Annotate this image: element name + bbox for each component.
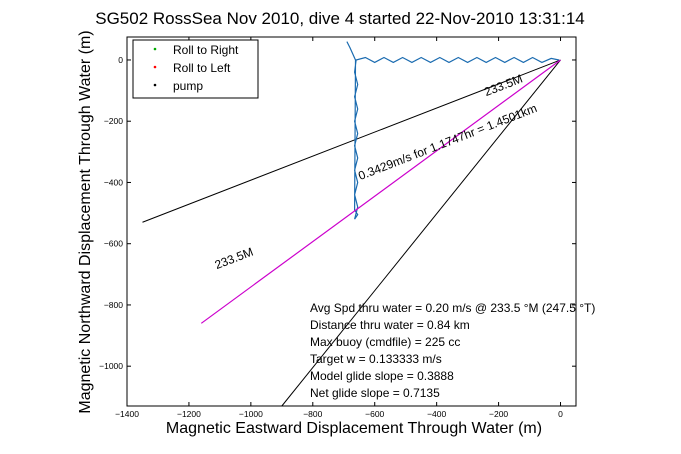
legend: Roll to Right Roll to Left pump [132,39,259,99]
info-line: Distance thru water = 0.84 km [310,318,470,332]
legend-marker [153,83,157,87]
legend-box [132,39,259,99]
info-line: Model glide slope = 0.3888 [310,369,454,383]
x-tick-label: −1000 [239,409,263,419]
x-tick-label: −600 [365,409,384,419]
x-tick-label: −200 [489,409,508,419]
y-tick-label: −200 [104,116,123,126]
y-tick-label: 0 [118,55,123,65]
x-tick-label: −400 [427,409,446,419]
legend-label: pump [173,79,203,93]
info-text-block: Avg Spd thru water = 0.20 m/s @ 233.5 °M… [310,301,595,400]
reference-lines [142,59,561,407]
y-tick-label: −600 [104,239,123,249]
legend-label: Roll to Right [173,43,239,57]
info-line: Target w = 0.133333 m/s [310,352,442,366]
chart-title: SG502 RossSea Nov 2010, dive 4 started 2… [95,9,585,28]
reference-line [281,59,561,407]
legend-marker [153,65,157,69]
y-tick-label: −800 [104,300,123,310]
series-group [200,41,561,324]
x-axis: −1400 −1200 −1000 −800 −600 −400 −200 0 [115,37,563,419]
x-tick-label: −800 [303,409,322,419]
legend-label: Roll to Left [173,61,231,75]
y-tick-label: −1000 [99,361,123,371]
y-axis-label: Magnetic Northward Displacement Through … [77,30,94,413]
y-axis: 0 −200 −400 −600 −800 −1000 [99,55,576,371]
x-tick-label: −1400 [115,409,139,419]
series-line [346,41,560,220]
reference-line [142,59,561,223]
info-line: Net glide slope = 0.7135 [310,386,440,400]
info-line: Max buoy (cmdfile) = 225 cc [310,335,460,349]
y-tick-label: −400 [104,177,123,187]
info-line: Avg Spd thru water = 0.20 m/s @ 233.5 °M… [310,301,595,315]
legend-marker [153,47,157,51]
x-tick-label: 0 [558,409,563,419]
x-tick-label: −1200 [177,409,201,419]
series-line [200,59,561,324]
x-axis-label: Magnetic Eastward Displacement Through W… [166,420,542,437]
